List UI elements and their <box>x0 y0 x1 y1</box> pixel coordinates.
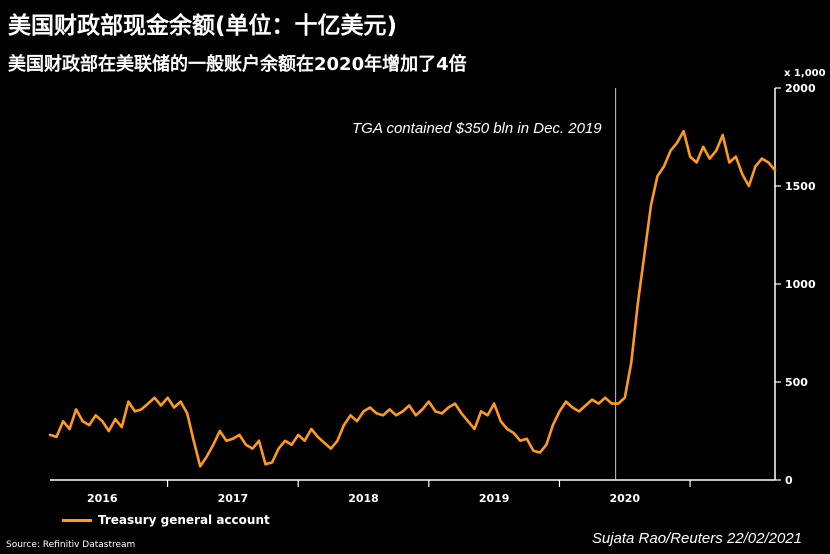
chart-legend: Treasury general account <box>62 513 270 527</box>
y-tick-label: 2000 <box>785 82 816 95</box>
y-tick-label: 500 <box>785 376 808 389</box>
legend-swatch <box>62 518 92 522</box>
x-tick-label: 2020 <box>609 492 640 505</box>
x-tick-label: 2017 <box>218 492 249 505</box>
y-unit-label: x 1,000 <box>784 68 826 79</box>
y-tick-label: 1000 <box>785 278 816 291</box>
x-tick-label: 2019 <box>479 492 510 505</box>
series-line-treasury-general-account <box>48 129 777 468</box>
source-note: Source: Refinitiv Datastream <box>6 540 136 550</box>
y-tick-label: 0 <box>785 474 793 487</box>
chart-subtitle: 美国财政部在美联储的一般账户余额在2020年增加了4倍 <box>8 54 467 75</box>
chart-title: 美国财政部现金余额(单位：十亿美元) <box>8 13 398 39</box>
x-tick-label: 2016 <box>87 492 118 505</box>
credit-note: Sujata Rao/Reuters 22/02/2021 <box>591 530 802 547</box>
x-tick-label: 2018 <box>348 492 379 505</box>
annotation-label: TGA contained $350 bln in Dec. 2019 <box>352 120 602 137</box>
legend-label: Treasury general account <box>98 513 270 527</box>
y-tick-label: 1500 <box>785 180 816 193</box>
